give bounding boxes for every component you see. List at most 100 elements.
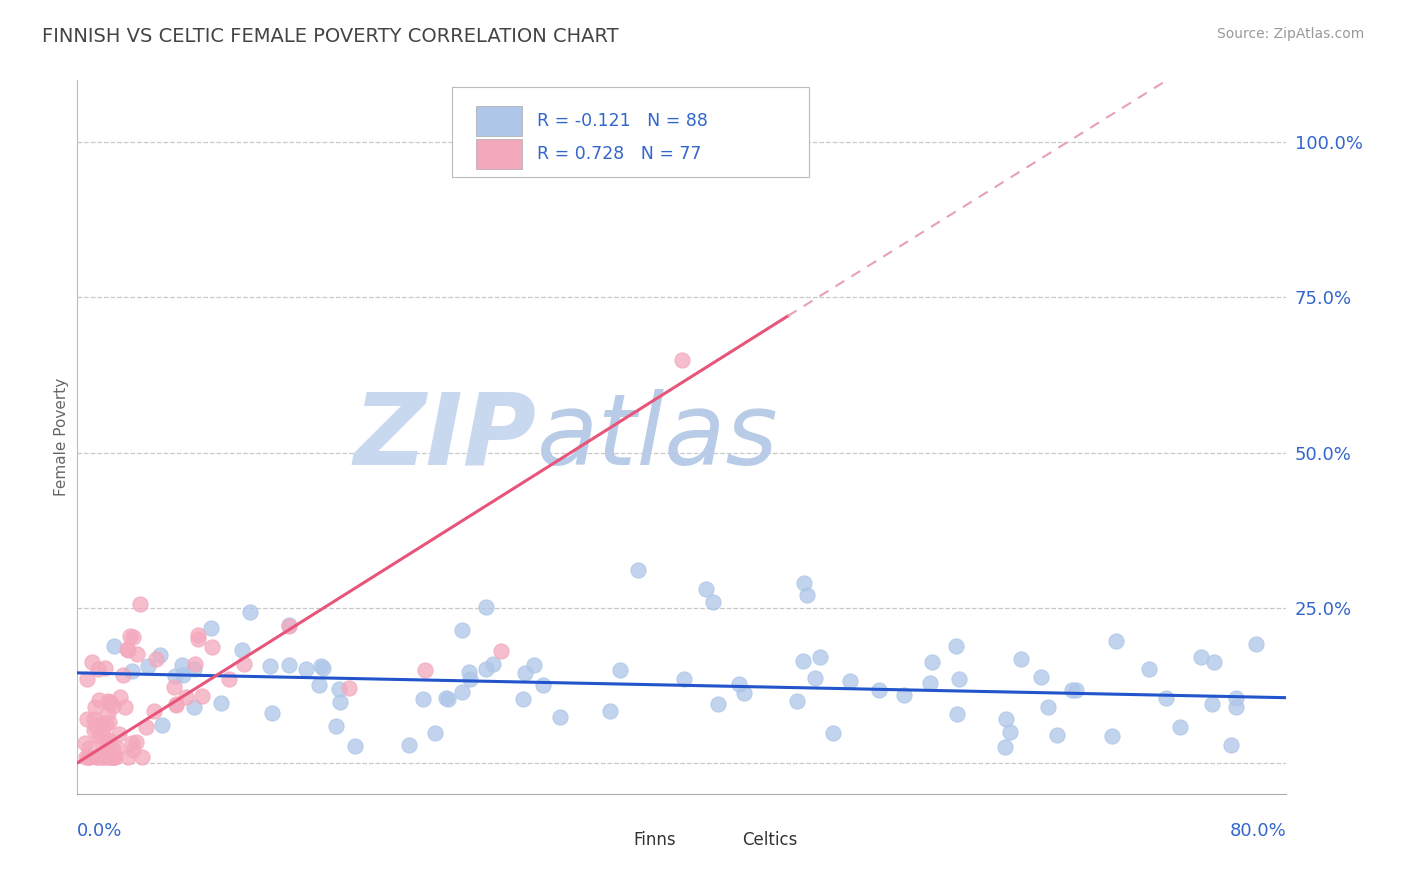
Point bbox=[101, 698, 124, 713]
Point bbox=[920, 675, 942, 690]
Point bbox=[793, 575, 815, 590]
Text: FINNISH VS CELTIC FEMALE POVERTY CORRELATION CHART: FINNISH VS CELTIC FEMALE POVERTY CORRELA… bbox=[42, 27, 619, 45]
Text: 80.0%: 80.0% bbox=[1230, 822, 1286, 840]
Point bbox=[82, 655, 104, 669]
Point bbox=[104, 749, 127, 764]
Point bbox=[786, 694, 808, 708]
Point bbox=[1220, 738, 1243, 752]
Point bbox=[475, 662, 498, 676]
Point bbox=[125, 735, 148, 749]
Point bbox=[994, 739, 1017, 754]
Point bbox=[1225, 699, 1247, 714]
Text: atlas: atlas bbox=[537, 389, 779, 485]
Point bbox=[295, 662, 318, 676]
Point bbox=[808, 649, 831, 664]
Point bbox=[671, 352, 693, 367]
Point bbox=[599, 705, 621, 719]
Y-axis label: Female Poverty: Female Poverty bbox=[53, 378, 69, 496]
Point bbox=[115, 642, 138, 657]
Point bbox=[451, 685, 474, 699]
Point bbox=[131, 749, 153, 764]
Point bbox=[165, 697, 187, 711]
Point bbox=[513, 666, 536, 681]
Point bbox=[75, 749, 97, 764]
Point bbox=[278, 619, 301, 633]
Point bbox=[1189, 649, 1212, 664]
Point bbox=[76, 712, 98, 726]
Point bbox=[105, 741, 128, 756]
Point bbox=[118, 630, 141, 644]
Text: Source: ZipAtlas.com: Source: ZipAtlas.com bbox=[1216, 27, 1364, 41]
Point bbox=[183, 657, 205, 672]
Point bbox=[84, 699, 107, 714]
Point bbox=[129, 598, 152, 612]
Point bbox=[73, 736, 96, 750]
Point bbox=[627, 564, 650, 578]
Point bbox=[231, 642, 253, 657]
Point bbox=[343, 739, 366, 754]
Point bbox=[100, 749, 122, 764]
Point bbox=[127, 647, 149, 661]
Point bbox=[150, 717, 173, 731]
FancyBboxPatch shape bbox=[700, 828, 734, 853]
Point bbox=[309, 658, 332, 673]
Point bbox=[91, 734, 114, 748]
Point bbox=[165, 698, 187, 712]
Point bbox=[165, 669, 187, 683]
Point bbox=[1010, 652, 1032, 666]
Point bbox=[308, 678, 330, 692]
Point bbox=[183, 662, 205, 676]
Point bbox=[91, 728, 114, 742]
Point bbox=[94, 749, 117, 764]
Point bbox=[101, 749, 124, 764]
Point bbox=[135, 720, 157, 734]
Point bbox=[1202, 655, 1225, 669]
Point bbox=[328, 682, 350, 697]
FancyBboxPatch shape bbox=[477, 106, 522, 136]
Point bbox=[1101, 729, 1123, 743]
Point bbox=[187, 628, 209, 642]
Point bbox=[1031, 669, 1053, 683]
Point bbox=[76, 749, 98, 764]
Point bbox=[200, 640, 222, 654]
Point bbox=[77, 741, 100, 756]
Point bbox=[100, 749, 122, 764]
Point bbox=[149, 648, 172, 662]
Point bbox=[702, 595, 724, 609]
Point bbox=[278, 657, 301, 672]
Point bbox=[97, 697, 120, 711]
Point bbox=[695, 582, 717, 596]
Point bbox=[458, 665, 481, 680]
Point bbox=[90, 715, 112, 730]
Point bbox=[145, 651, 167, 665]
Point bbox=[114, 699, 136, 714]
Point bbox=[337, 681, 360, 696]
Point bbox=[187, 632, 209, 646]
Point bbox=[108, 690, 131, 705]
Point bbox=[436, 691, 458, 706]
Point bbox=[821, 726, 844, 740]
Point bbox=[117, 749, 139, 764]
Text: 0.0%: 0.0% bbox=[77, 822, 122, 840]
Point bbox=[733, 686, 755, 700]
Point bbox=[174, 690, 197, 704]
Text: R = 0.728   N = 77: R = 0.728 N = 77 bbox=[537, 145, 702, 162]
Point bbox=[1170, 720, 1192, 734]
Point bbox=[329, 695, 352, 709]
Point bbox=[1225, 690, 1247, 705]
Point bbox=[998, 725, 1021, 739]
Point bbox=[1154, 690, 1177, 705]
Point bbox=[609, 663, 631, 677]
Point bbox=[728, 677, 751, 691]
Point bbox=[672, 673, 695, 687]
Point bbox=[91, 749, 114, 764]
Point bbox=[278, 617, 301, 632]
Point bbox=[163, 680, 186, 694]
Point bbox=[450, 624, 472, 638]
Point bbox=[86, 749, 108, 764]
Point bbox=[312, 660, 335, 674]
Text: R = -0.121   N = 88: R = -0.121 N = 88 bbox=[537, 112, 707, 130]
Point bbox=[96, 736, 118, 750]
Point bbox=[792, 654, 814, 668]
Text: Finns: Finns bbox=[634, 831, 676, 849]
